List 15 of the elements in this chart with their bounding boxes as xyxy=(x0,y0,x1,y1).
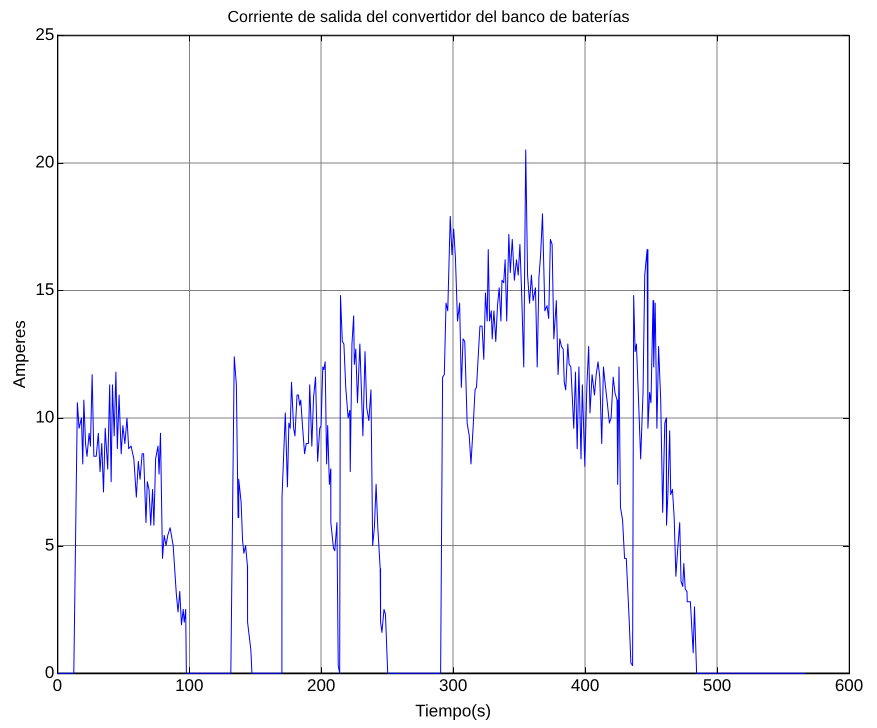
x-axis-title: Tiempo(s) xyxy=(415,701,492,720)
y-tick-label: 5 xyxy=(44,535,54,554)
chart-title: Corriente de salida del convertidor del banco de baterías xyxy=(227,9,630,26)
y-tick-label: 25 xyxy=(35,24,54,44)
x-tick-label: 100 xyxy=(175,676,204,696)
x-tick-label: 300 xyxy=(438,676,468,696)
y-tick-label: 20 xyxy=(35,152,54,172)
y-tick-label: 15 xyxy=(35,280,54,300)
x-tick-label: 600 xyxy=(834,676,864,696)
x-tick-label: 400 xyxy=(570,676,600,696)
y-axis-title: Amperes xyxy=(10,320,29,388)
y-tick-label: 10 xyxy=(35,408,54,427)
x-tick-label: 200 xyxy=(307,676,336,696)
y-tick-label: 0 xyxy=(44,662,54,682)
x-tick-label: 500 xyxy=(702,676,732,696)
